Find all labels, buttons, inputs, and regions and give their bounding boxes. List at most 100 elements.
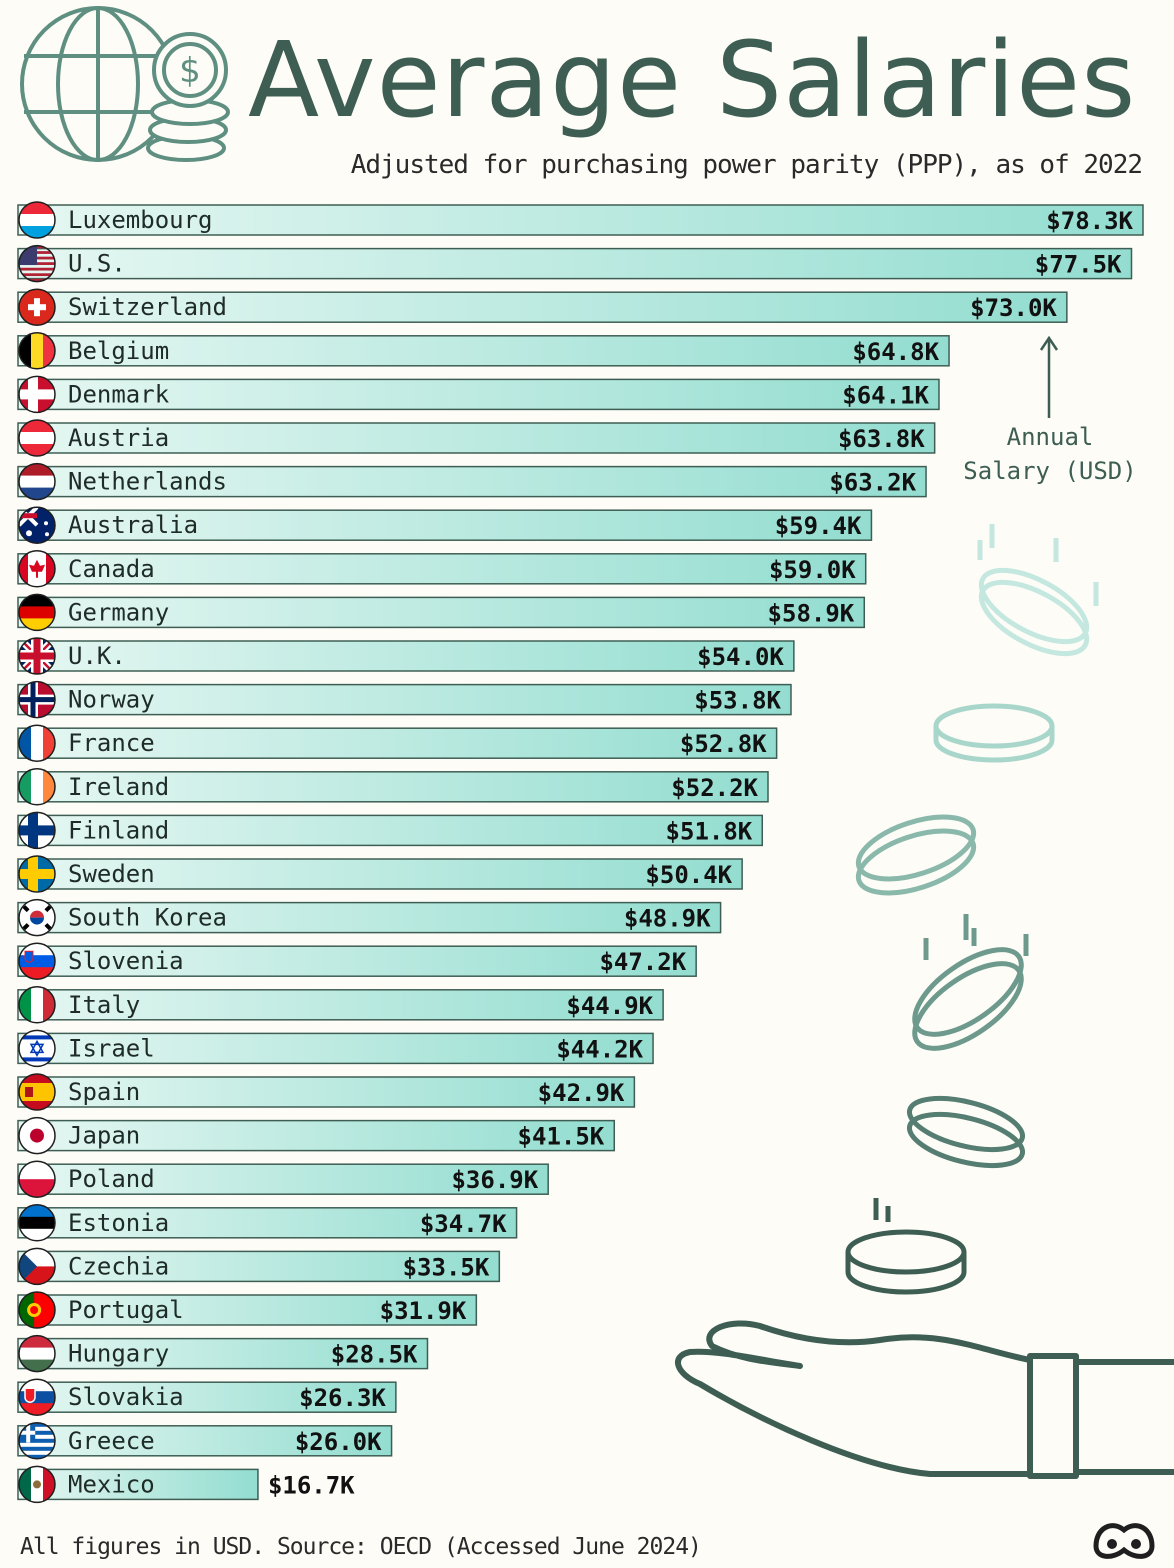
axis-annotation: Annual Salary (USD) [960, 420, 1140, 488]
bar-row: Netherlands $63.2K [17, 462, 927, 501]
category-label: Mexico [68, 1470, 155, 1498]
bar [17, 1250, 501, 1283]
bar-row: Portugal $31.9K [17, 1291, 478, 1329]
value-label: $53.8K [694, 687, 781, 715]
value-label: $44.9K [566, 992, 653, 1020]
category-label: Greece [68, 1427, 155, 1455]
bar-row: Germany $58.9K [17, 593, 866, 632]
category-label: Italy [68, 991, 140, 1019]
france-flag-icon [18, 724, 56, 762]
japan-flag-icon [18, 1116, 56, 1155]
bar-row: Czechia $33.5K [17, 1247, 501, 1286]
bar [17, 509, 873, 541]
annotation-arrow-icon [1039, 335, 1059, 418]
value-label: $50.4K [645, 861, 732, 889]
category-label: Spain [68, 1078, 140, 1106]
bar [17, 1294, 478, 1326]
bar-row: Switzerland $73.0K [17, 288, 1068, 326]
canada-flag-icon [18, 550, 56, 588]
bar [17, 596, 866, 629]
category-label: U.K. [68, 642, 126, 670]
category-label: Austria [68, 424, 169, 452]
value-label: $51.8K [666, 817, 753, 845]
value-label: $54.0K [697, 643, 784, 671]
category-label: Japan [68, 1122, 140, 1150]
denmark-flag-icon [18, 375, 56, 414]
bar [17, 901, 722, 934]
portugal-flag-icon [18, 1291, 56, 1329]
value-label: $52.2K [671, 774, 758, 802]
value-label: $42.9K [538, 1079, 625, 1107]
value-label: $59.0K [769, 556, 856, 584]
bar [17, 1163, 549, 1195]
value-label: $77.5K [1035, 251, 1122, 279]
category-label: Norway [68, 686, 155, 714]
bar [17, 989, 664, 1021]
sweden-flag-icon [18, 855, 56, 893]
bar-row: Belgium $64.8K [17, 332, 950, 370]
bar [17, 1468, 259, 1501]
bar [17, 204, 1144, 236]
bar-row: Norway $53.8K [17, 680, 792, 719]
category-label: Denmark [68, 380, 170, 408]
poland-flag-icon [18, 1160, 56, 1198]
bar-row: Israel $44.2K [17, 1029, 654, 1068]
value-label: $36.9K [451, 1166, 538, 1194]
bar [17, 858, 743, 890]
value-label: $47.2K [599, 948, 686, 976]
bar-row: U.K. $54.0K [17, 637, 795, 675]
bar [17, 771, 769, 803]
hungary-flag-icon [18, 1334, 56, 1373]
bar-row: Ireland $52.2K [17, 768, 769, 806]
category-label: Canada [68, 555, 155, 583]
bar-row: Estonia $34.7K [17, 1204, 518, 1242]
category-label: Belgium [68, 337, 169, 365]
finland-flag-icon [18, 811, 56, 850]
mexico-flag-icon [18, 1465, 56, 1504]
switzerland-flag-icon [18, 288, 56, 326]
value-label: $31.9K [380, 1297, 467, 1325]
bar [17, 1337, 429, 1370]
page-title: Average Salaries [248, 19, 1137, 141]
bar-row: Canada $59.0K [17, 550, 867, 588]
estonia-flag-icon [18, 1204, 56, 1242]
ireland-flag-icon [18, 768, 56, 806]
bar [17, 422, 936, 454]
bar [17, 1076, 636, 1108]
value-label: $28.5K [331, 1341, 418, 1369]
bar-row: Italy $44.9K [17, 986, 664, 1024]
category-label: Czechia [68, 1252, 169, 1280]
category-label: Ireland [68, 773, 169, 801]
value-label: $64.8K [852, 338, 939, 366]
value-label: $26.3K [299, 1384, 386, 1412]
source-note: All figures in USD. Source: OECD (Access… [20, 1534, 702, 1560]
category-label: Switzerland [68, 293, 227, 321]
value-label: $63.8K [838, 425, 925, 453]
category-label: Hungary [68, 1340, 169, 1368]
luxembourg-flag-icon [18, 201, 56, 239]
category-label: Israel [68, 1034, 155, 1062]
subtitle: Adjusted for purchasing power parity (PP… [350, 150, 1143, 180]
bar [17, 727, 778, 759]
spain-flag-icon [18, 1073, 56, 1111]
category-label: Australia [68, 511, 198, 539]
value-label: $33.5K [403, 1253, 490, 1281]
bar-row: South Korea $48.9K [17, 898, 722, 937]
category-label: Finland [68, 816, 169, 844]
bar [17, 465, 927, 498]
bar [17, 1032, 654, 1065]
bar-row: U.S. $77.5K [17, 244, 1133, 283]
germany-flag-icon [18, 593, 56, 632]
value-label: $41.5K [518, 1123, 605, 1151]
austria-flag-icon [18, 419, 56, 457]
slovakia-flag-icon [18, 1378, 56, 1416]
category-label: Slovakia [68, 1383, 184, 1411]
bar [17, 378, 940, 411]
category-label: South Korea [68, 904, 227, 932]
svg-text:$: $ [179, 51, 201, 91]
uk-flag-icon [18, 637, 56, 675]
value-label: $58.9K [768, 599, 855, 627]
category-label: Netherlands [68, 468, 227, 496]
bar [17, 291, 1068, 323]
